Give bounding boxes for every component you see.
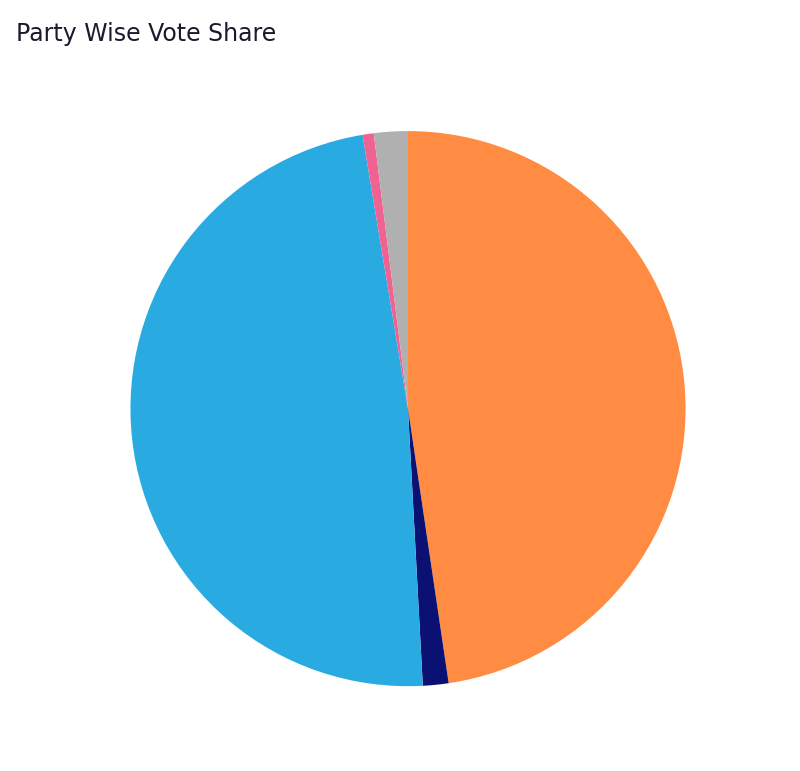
Wedge shape xyxy=(130,135,423,686)
Wedge shape xyxy=(362,133,408,409)
Text: Party Wise Vote Share: Party Wise Vote Share xyxy=(16,22,276,45)
Wedge shape xyxy=(408,409,449,685)
Wedge shape xyxy=(408,131,686,683)
Wedge shape xyxy=(374,131,408,409)
